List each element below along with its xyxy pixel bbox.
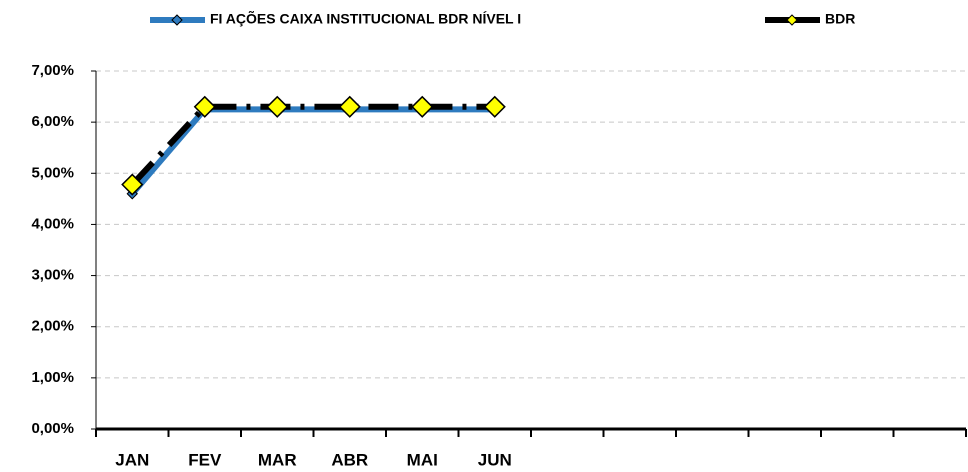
legend-marker [786, 14, 798, 26]
y-tick-label: 1,00% [31, 369, 74, 386]
x-tick-label: MAI [407, 450, 438, 469]
x-tick-label: JAN [115, 450, 149, 469]
y-tick-label: 3,00% [31, 267, 74, 284]
legend-marker [171, 14, 183, 26]
y-tick-label: 4,00% [31, 215, 74, 232]
legend-label: BDR [825, 11, 855, 27]
y-tick-label: 2,00% [31, 318, 74, 335]
y-tick-label: 6,00% [31, 113, 74, 130]
x-tick-label: FEV [188, 450, 222, 469]
series-marker [266, 95, 289, 118]
y-tick-label: 7,00% [31, 62, 74, 79]
x-tick-label: ABR [331, 450, 368, 469]
series-marker [483, 95, 506, 118]
y-tick-label: 5,00% [31, 164, 74, 181]
x-tick-label: MAR [258, 450, 297, 469]
legend-label: FI AÇÕES CAIXA INSTITUCIONAL BDR NÍVEL I [210, 10, 521, 27]
series-marker [193, 95, 216, 118]
series-marker [411, 95, 434, 118]
series-marker [121, 173, 144, 196]
x-tick-label: JUN [478, 450, 512, 469]
series-line [130, 103, 495, 187]
series-marker [338, 95, 361, 118]
y-tick-label: 0,00% [31, 420, 74, 437]
